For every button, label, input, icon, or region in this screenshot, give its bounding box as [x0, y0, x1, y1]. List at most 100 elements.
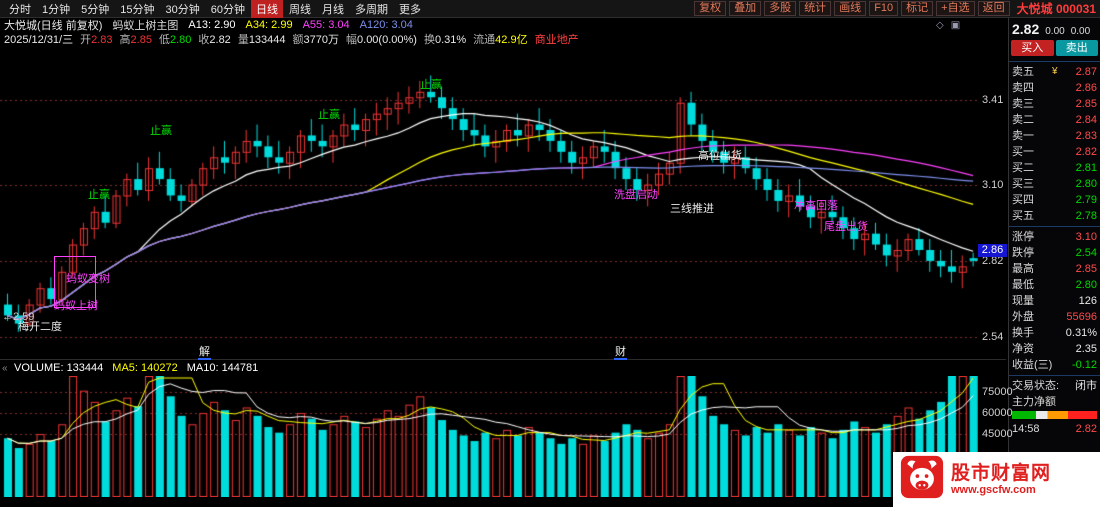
toolbar-button-+自选[interactable]: +自选 [936, 1, 975, 16]
info-field: 流通42.9亿 [473, 34, 528, 46]
info-field: 收2.82 [198, 34, 231, 46]
info-field: 量133444 [237, 34, 286, 46]
chart-annotation: 止赢 [420, 79, 442, 91]
toolbar-button-画线[interactable]: 画线 [834, 1, 867, 16]
bull-logo-icon [900, 455, 944, 504]
chart-annotation: 蚂蚁变树 [66, 273, 110, 285]
stat-row: 净资 2.35 [1012, 343, 1097, 355]
volume-axis-label: 45000 [982, 428, 1013, 441]
collapse-icon[interactable]: « [2, 362, 8, 374]
menu-item-多周期[interactable]: 多周期 [355, 3, 388, 16]
price-axis-label: 2.82 [982, 254, 1004, 267]
price-axis-label: 3.41 [982, 94, 1004, 106]
sell-level-row[interactable]: 卖一 2.83 [1012, 130, 1097, 142]
panel-divider [1009, 61, 1100, 62]
volume-chart[interactable] [0, 376, 978, 497]
menu-item-周线[interactable]: 周线 [289, 3, 311, 16]
indicator-name: 蚂蚁上树主图 [112, 20, 179, 32]
menu-item-分时[interactable]: 分时 [9, 3, 31, 16]
toolbar-button-返回[interactable]: 返回 [977, 1, 1010, 16]
main-flow-row: 主力净额 [1009, 394, 1100, 410]
toolbar-button-统计[interactable]: 统计 [799, 1, 832, 16]
price-axis-label: 2.54 [982, 331, 1004, 344]
sell-level-row[interactable]: 卖三 2.85 [1012, 98, 1097, 110]
menu-item-60分钟[interactable]: 60分钟 [210, 3, 245, 16]
panel-divider [1009, 375, 1100, 376]
info-field: 高2.85 [119, 34, 152, 46]
watermark-site-name: 股市财富网 [951, 462, 1052, 484]
toolbar-button-多股[interactable]: 多股 [764, 1, 797, 16]
chart-header: 大悦城(日线 前复权) 蚂蚁上树主图 A13: 2.90 A34: 2.99 A55… [0, 18, 1010, 32]
toolbar-button-复权[interactable]: 复权 [694, 1, 727, 16]
stat-row: 现量 126 [1012, 295, 1097, 307]
menubar: 分时 1分钟 5分钟 15分钟 30分钟 60分钟 日线 周线 月线 多周期 更多 复权 叠加 多股 统计… [0, 0, 1100, 18]
event-marker[interactable]: 解 [198, 346, 211, 360]
volume-header: « VOLUME: 133444 MA5: 140272 MA10: 144781 [0, 361, 1020, 375]
price-tag: 2.86 [978, 244, 1007, 257]
ma-legend-item: A120: 3.04 [359, 19, 413, 31]
menu-item-30分钟[interactable]: 30分钟 [165, 3, 200, 16]
chart-annotation: 洗盘启动 [614, 189, 658, 201]
buy-level-row[interactable]: 买三 2.80 [1012, 178, 1097, 190]
sell-level-row[interactable]: 卖五 ¥2.87 [1012, 66, 1097, 78]
volume-header-item: MA10: 144781 [186, 362, 259, 374]
main-price-chart[interactable] [0, 46, 978, 352]
trade-status-row: 交易状态: 闭市 [1009, 378, 1100, 394]
info-field: 低2.80 [158, 34, 192, 46]
buy-button[interactable]: 买入 [1011, 40, 1054, 56]
chart-annotation: 梅开二度 [18, 321, 62, 333]
menu-item-1分钟[interactable]: 1分钟 [42, 3, 71, 16]
sell-button[interactable]: 卖出 [1055, 40, 1098, 56]
chart-annotation: 蚂蚁上树 [54, 300, 98, 312]
trade-status-label: 交易状态: [1012, 380, 1060, 392]
ma-legend-item: A34: 2.99 [245, 19, 293, 31]
chart-annotation: 止赢 [88, 189, 110, 201]
buy-level-row[interactable]: 买五 2.78 [1012, 210, 1097, 222]
chart-annotation: 三线推进 [670, 203, 714, 215]
price-axis-label: 3.10 [982, 178, 1004, 191]
last-price: 2.82 [1012, 21, 1040, 37]
watermark: 股市财富网 www.gscfw.com [893, 452, 1100, 507]
menu-item-更多[interactable]: 更多 [399, 3, 421, 16]
menu-item-月线[interactable]: 月线 [322, 3, 344, 16]
chart-annotation: 高位出货 [698, 150, 742, 162]
stock-title: 大悦城 000031 [1010, 0, 1100, 17]
menu-item-日线[interactable]: 日线 [251, 0, 283, 18]
info-fields: 开2.83 高2.85 低2.80 收2.82 量133444 额3770万 幅0.00(0… [80, 31, 527, 47]
buy-level-row[interactable]: 买四 2.79 [1012, 194, 1097, 206]
diamond-icon[interactable]: ◇ [936, 20, 944, 31]
stock-name: 大悦城 [1016, 2, 1053, 16]
report-icon[interactable]: ▣ [950, 20, 961, 31]
chart-annotation: 止赢 [318, 109, 340, 121]
menubar-right: 复权 叠加 多股 统计 画线 F10 标记 +自选 返回 [694, 1, 1010, 16]
info-field: 额3770万 [292, 34, 340, 46]
toolbar-button-F10[interactable]: F10 [869, 1, 899, 16]
price-change-pct: 0.00 [1070, 26, 1091, 37]
stat-row: 换手 0.31% [1012, 327, 1097, 339]
volume-header-items: VOLUME: 133444 MA5: 140272 MA10: 144781 [14, 362, 258, 374]
trade-status-value: 闭市 [1075, 380, 1097, 392]
pane-divider [0, 359, 1006, 360]
buy-level-row[interactable]: 买二 2.81 [1012, 162, 1097, 174]
menu-item-5分钟[interactable]: 5分钟 [81, 3, 110, 16]
watermark-site-url[interactable]: www.gscfw.com [951, 483, 1036, 496]
price-change: 0.00 [1045, 26, 1065, 37]
time-label: 14:58 [1012, 423, 1040, 435]
volume-axis-label: 60000 [982, 407, 1013, 420]
sector-label[interactable]: 商业地产 [534, 34, 579, 46]
toolbar-button-标记[interactable]: 标记 [901, 1, 934, 16]
chart-annotation: 冲高回落 [794, 200, 838, 212]
info-field: 幅0.00(0.00%) [346, 34, 417, 46]
sell-level-row[interactable]: 卖四 2.86 [1012, 82, 1097, 94]
sell-level-row[interactable]: 卖二 2.84 [1012, 114, 1097, 126]
main-flow-label: 主力净额 [1012, 396, 1056, 408]
chart-annotation: 尾盘出货 [824, 221, 868, 233]
buy-level-row[interactable]: 买一 2.82 [1012, 146, 1097, 158]
event-marker[interactable]: 财 [614, 346, 627, 360]
volume-axis-label: 75000 [982, 386, 1013, 399]
volume-header-item: VOLUME: 133444 [14, 362, 104, 374]
main-flow-bar [1012, 411, 1097, 419]
menu-item-15分钟[interactable]: 15分钟 [120, 3, 155, 16]
toolbar-button-叠加[interactable]: 叠加 [729, 1, 762, 16]
